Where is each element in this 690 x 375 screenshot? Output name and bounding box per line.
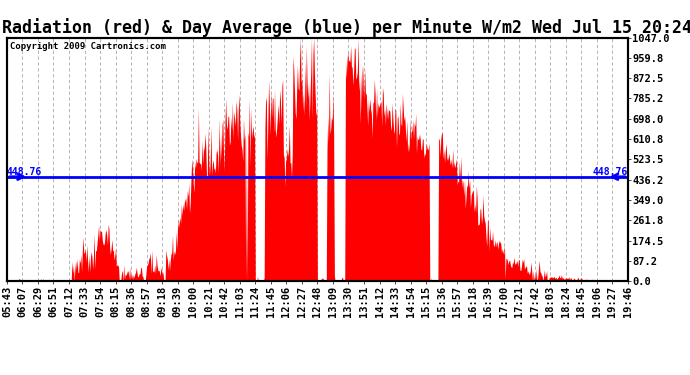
- Text: 448.76: 448.76: [7, 167, 42, 177]
- Text: 448.76: 448.76: [593, 167, 628, 177]
- Text: Copyright 2009 Cartronics.com: Copyright 2009 Cartronics.com: [10, 42, 166, 51]
- Title: Solar Radiation (red) & Day Average (blue) per Minute W/m2 Wed Jul 15 20:24: Solar Radiation (red) & Day Average (blu…: [0, 18, 690, 38]
